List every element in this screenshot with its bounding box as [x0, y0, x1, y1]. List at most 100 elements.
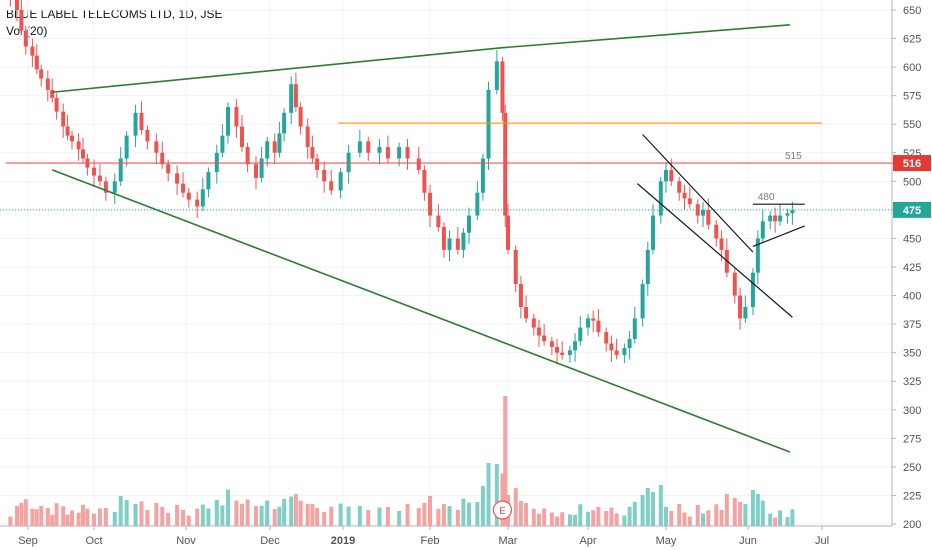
- candle: [428, 192, 432, 216]
- volume-bar: [513, 488, 518, 526]
- volume-bar: [645, 488, 650, 526]
- candle: [475, 192, 480, 216]
- candle: [494, 61, 499, 90]
- volume-bar: [614, 513, 619, 526]
- volume-bar: [677, 504, 682, 526]
- volume-bar: [486, 463, 491, 526]
- volume-bar: [139, 501, 144, 526]
- candle: [524, 306, 529, 319]
- volume-bar: [573, 514, 578, 526]
- earnings-event-icon: [492, 500, 513, 520]
- candle: [200, 189, 205, 207]
- volume-bar: [778, 510, 783, 526]
- volume-bar: [206, 508, 211, 526]
- candle: [65, 126, 70, 136]
- candle: [338, 172, 343, 191]
- candle: [536, 327, 541, 336]
- volume-bar: [385, 507, 390, 526]
- candle: [92, 167, 96, 176]
- candle: [701, 209, 706, 216]
- volume-bar: [234, 500, 239, 526]
- candle: [405, 147, 410, 159]
- x-tick-label: Oct: [85, 535, 102, 547]
- volume-bar: [701, 513, 706, 526]
- volume-bar: [750, 490, 755, 526]
- volume-bar: [743, 504, 748, 526]
- candle: [97, 175, 102, 182]
- candle: [293, 84, 298, 108]
- volume-bar: [682, 512, 687, 526]
- x-tick-label: May: [656, 535, 677, 547]
- volume-bar: [428, 496, 432, 526]
- x-tick-label: Mar: [499, 535, 518, 547]
- candle: [573, 341, 578, 351]
- x-tick-label: 2019: [331, 535, 355, 547]
- volume-bar: [166, 512, 171, 526]
- volume-bar: [259, 505, 264, 526]
- volume-bar: [81, 504, 85, 526]
- x-tick-label: Sep: [18, 535, 38, 547]
- candle: [45, 78, 50, 90]
- volume-bar: [738, 502, 743, 526]
- level-price-label: 516: [903, 158, 921, 170]
- volume-bar: [103, 508, 108, 526]
- y-axis: 200 225 250 275 300 325 350 375 400 425 450 475 500 5…: [891, 0, 921, 531]
- candle: [755, 238, 760, 273]
- candle: [549, 341, 554, 347]
- candle: [738, 295, 743, 319]
- volume-bar: [567, 514, 572, 526]
- x-tick-label: Dec: [260, 535, 280, 547]
- candle: [447, 238, 452, 250]
- volume-bar: [112, 512, 117, 526]
- volume-bar: [8, 516, 13, 526]
- level-price-box: [893, 155, 931, 172]
- candle: [76, 141, 81, 150]
- volume-bar: [15, 506, 19, 526]
- volume-bar: [669, 511, 674, 526]
- volume-bar: [50, 514, 55, 526]
- candle: [609, 343, 614, 351]
- candle: [195, 199, 200, 207]
- volume-bar: [549, 512, 554, 526]
- volume-bar: [622, 515, 627, 526]
- candle: [206, 172, 211, 190]
- volume-bar: [719, 510, 724, 526]
- volume-bar: [640, 495, 645, 526]
- candle: [139, 112, 144, 130]
- grid: [0, 0, 892, 526]
- volume-bar: [34, 509, 39, 526]
- candle: [632, 318, 637, 339]
- line-channel-upper: [642, 134, 754, 253]
- x-tick-label: Jul: [815, 535, 829, 547]
- candle: [658, 181, 663, 216]
- volume-bar: [397, 511, 402, 526]
- candle: [145, 129, 150, 142]
- candle: [651, 215, 655, 250]
- volume-bar: [706, 510, 711, 526]
- candle: [467, 215, 471, 233]
- candle: [506, 215, 510, 250]
- y-tick-label: 450: [903, 233, 921, 245]
- candle: [240, 126, 244, 148]
- candle: [220, 135, 225, 153]
- candle: [377, 147, 382, 153]
- volume-bar: [293, 494, 298, 526]
- candle: [664, 169, 668, 182]
- candle: [542, 335, 547, 342]
- candle: [677, 181, 682, 193]
- volume-bar: [282, 498, 287, 526]
- line-lower-trend: [51, 169, 791, 453]
- volume-bar: [560, 512, 565, 526]
- volume-bar: [591, 510, 596, 526]
- volume-bar: [226, 489, 230, 526]
- line-channel-lower: [637, 183, 793, 318]
- volume-bar: [181, 509, 186, 526]
- candle: [70, 135, 74, 142]
- volume-bar: [124, 500, 129, 526]
- volume-bar: [346, 506, 351, 526]
- x-tick-label: Nov: [176, 535, 196, 547]
- candle: [397, 147, 402, 159]
- y-tick-label: 225: [903, 490, 921, 502]
- candle: [768, 215, 773, 222]
